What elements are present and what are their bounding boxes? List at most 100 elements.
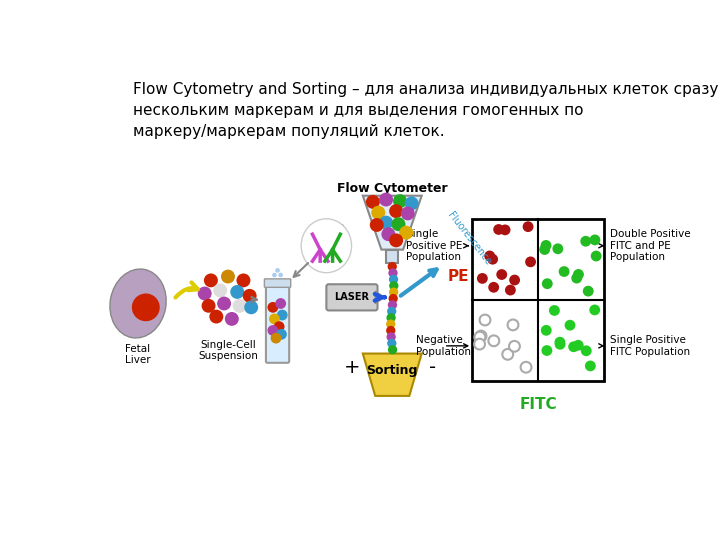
Circle shape <box>202 299 215 313</box>
Circle shape <box>132 294 160 321</box>
Circle shape <box>573 269 584 280</box>
Circle shape <box>523 221 534 232</box>
Polygon shape <box>472 219 604 381</box>
Circle shape <box>496 269 507 280</box>
Circle shape <box>230 285 244 299</box>
Circle shape <box>221 269 235 284</box>
Text: Flow Cytometer: Flow Cytometer <box>337 182 448 195</box>
Circle shape <box>274 321 284 332</box>
Circle shape <box>279 273 283 278</box>
Text: FITC: FITC <box>519 397 557 413</box>
Text: LASER: LASER <box>335 292 369 302</box>
Circle shape <box>370 218 384 232</box>
Circle shape <box>493 224 504 235</box>
Circle shape <box>386 320 395 329</box>
Circle shape <box>559 266 570 277</box>
Circle shape <box>585 361 595 372</box>
Circle shape <box>233 299 246 313</box>
Text: Fluorescence: Fluorescence <box>445 210 492 267</box>
Circle shape <box>243 289 256 303</box>
Circle shape <box>372 206 385 220</box>
Circle shape <box>271 333 282 343</box>
Circle shape <box>541 240 552 251</box>
Circle shape <box>387 332 396 341</box>
Circle shape <box>552 244 563 254</box>
Ellipse shape <box>110 269 166 338</box>
Circle shape <box>549 305 560 316</box>
Text: Negative
Population: Negative Population <box>416 335 472 356</box>
Circle shape <box>393 194 407 208</box>
Circle shape <box>541 325 552 336</box>
Circle shape <box>267 325 279 336</box>
Circle shape <box>389 281 398 291</box>
Circle shape <box>589 305 600 315</box>
Circle shape <box>389 294 398 303</box>
Circle shape <box>387 339 397 348</box>
Circle shape <box>485 251 495 261</box>
FancyBboxPatch shape <box>266 283 289 363</box>
Text: +: + <box>343 358 360 377</box>
Circle shape <box>474 332 485 342</box>
Circle shape <box>477 273 487 284</box>
Circle shape <box>204 273 218 287</box>
Circle shape <box>554 339 565 350</box>
Text: Double Positive
FITC and PE
Population: Double Positive FITC and PE Population <box>599 229 690 262</box>
FancyBboxPatch shape <box>326 284 377 310</box>
Circle shape <box>581 346 592 356</box>
Circle shape <box>276 329 287 340</box>
Circle shape <box>275 298 286 309</box>
Circle shape <box>509 275 520 286</box>
Text: Flow Cytometry and Sorting – для анализа индивидуальных клеток сразу по
нескольк: Flow Cytometry and Sorting – для анализа… <box>132 82 720 139</box>
Circle shape <box>225 312 239 326</box>
Circle shape <box>487 254 498 265</box>
Circle shape <box>509 341 520 352</box>
Circle shape <box>521 362 531 373</box>
Text: Single Positive
FITC Population: Single Positive FITC Population <box>599 335 690 356</box>
Text: Single-Cell
Suspension: Single-Cell Suspension <box>198 340 258 361</box>
Circle shape <box>389 287 398 297</box>
Circle shape <box>554 337 565 348</box>
Circle shape <box>488 282 499 293</box>
Circle shape <box>379 215 393 230</box>
Circle shape <box>272 273 276 278</box>
Circle shape <box>267 302 279 313</box>
Text: -: - <box>429 358 436 377</box>
Circle shape <box>401 206 415 220</box>
Circle shape <box>389 275 398 284</box>
Circle shape <box>389 204 403 218</box>
Circle shape <box>198 287 212 300</box>
Circle shape <box>366 195 380 209</box>
Circle shape <box>405 197 418 210</box>
Circle shape <box>580 236 591 247</box>
Circle shape <box>210 309 223 323</box>
Circle shape <box>500 225 510 235</box>
Circle shape <box>573 340 584 350</box>
FancyArrowPatch shape <box>176 282 198 298</box>
Circle shape <box>568 341 579 352</box>
Circle shape <box>379 193 393 206</box>
Polygon shape <box>375 291 384 303</box>
Circle shape <box>399 226 413 240</box>
Circle shape <box>388 300 397 309</box>
Circle shape <box>476 330 487 341</box>
Circle shape <box>590 234 600 245</box>
Text: Sorting: Sorting <box>366 364 418 377</box>
Text: PE: PE <box>447 269 469 284</box>
Text: CD71: CD71 <box>315 235 341 245</box>
Text: Ter119: Ter119 <box>312 224 344 234</box>
Circle shape <box>525 256 536 267</box>
Circle shape <box>505 285 516 295</box>
Circle shape <box>276 309 287 320</box>
Circle shape <box>508 320 518 330</box>
Circle shape <box>386 326 395 335</box>
Circle shape <box>387 307 396 316</box>
Text: Fetal
Liver: Fetal Liver <box>125 343 151 365</box>
Circle shape <box>244 300 258 314</box>
Circle shape <box>387 313 396 322</box>
Circle shape <box>590 251 602 261</box>
Circle shape <box>388 345 397 354</box>
Circle shape <box>388 268 397 278</box>
Polygon shape <box>363 354 422 396</box>
Ellipse shape <box>301 219 351 273</box>
Circle shape <box>474 339 485 349</box>
